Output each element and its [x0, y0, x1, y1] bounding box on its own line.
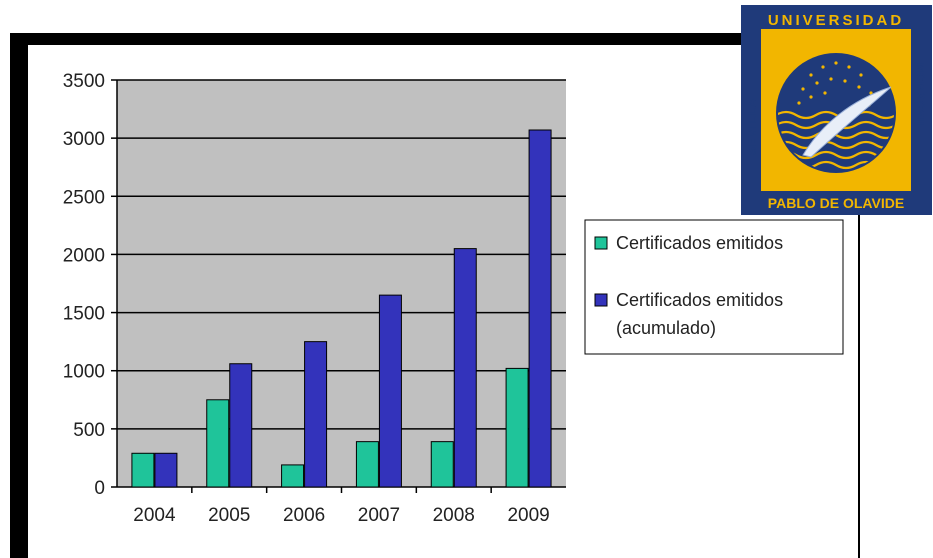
y-tick-label: 500: [73, 420, 105, 441]
y-tick-label: 2000: [63, 245, 105, 266]
bar-acumulado-2008: [453, 248, 477, 488]
legend-label: (acumulado): [616, 318, 716, 338]
bar-emitidos-2009: [505, 367, 529, 488]
x-tick-label: 2004: [133, 505, 176, 526]
bar-emitidos-2004: [131, 452, 155, 488]
legend-swatch-emitidos: [594, 236, 608, 250]
logo-top-text: UNIVERSIDAD: [768, 12, 904, 29]
legend-label: Certificados emitidos: [616, 290, 783, 310]
x-tick-label: 2009: [507, 505, 549, 526]
y-tick-label: 3500: [63, 71, 105, 92]
bar-acumulado-2006: [304, 341, 328, 488]
logo-feather-icon: [802, 86, 892, 158]
y-tick-label: 0: [94, 478, 105, 499]
legend-label: Certificados emitidos: [616, 233, 783, 253]
y-tick-label: 3000: [63, 129, 105, 150]
x-tick-label: 2007: [358, 505, 400, 526]
logo-right-text: MCMXCVII: [914, 63, 926, 126]
university-logo: UNIVERSIDAD SEVILLA MCMXCVII PABLO DE OL…: [741, 5, 932, 215]
x-tick-label: 2005: [208, 505, 250, 526]
bar-emitidos-2005: [206, 399, 230, 488]
x-tick-label: 2006: [283, 505, 325, 526]
bar-acumulado-2005: [229, 363, 253, 488]
logo-left-text: SEVILLA: [745, 97, 759, 155]
bar-acumulado-2009: [528, 129, 552, 488]
legend-box: [584, 219, 844, 355]
legend-swatch-acumulado: [594, 293, 608, 307]
bar-acumulado-2007: [378, 294, 402, 488]
bar-emitidos-2008: [430, 441, 454, 488]
y-tick-label: 2500: [63, 187, 105, 208]
x-tick-label: 2008: [433, 505, 475, 526]
bar-emitidos-2006: [281, 464, 305, 488]
logo-bottom-text: PABLO DE OLAVIDE: [768, 195, 904, 211]
bar-acumulado-2004: [154, 452, 178, 488]
y-tick-label: 1000: [63, 362, 105, 383]
y-tick-label: 1500: [63, 304, 105, 325]
bar-emitidos-2007: [355, 441, 379, 488]
plot-area: [117, 80, 566, 487]
